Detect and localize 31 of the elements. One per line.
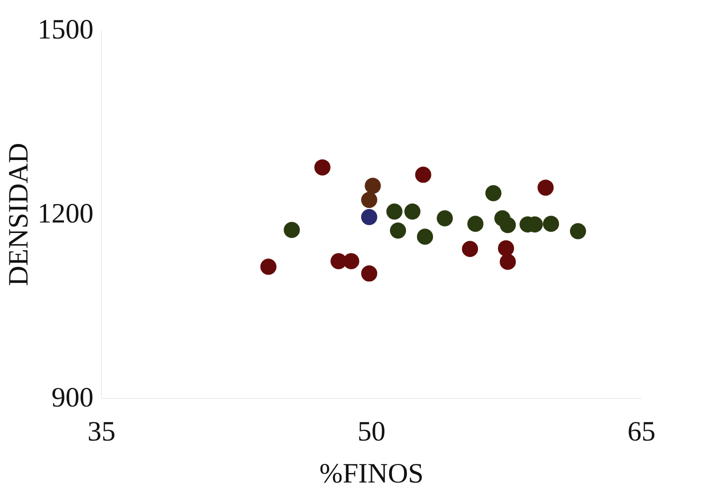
y-axis-title: DENSIDAD [4,142,34,286]
point [498,240,514,256]
point [361,265,378,282]
point [364,178,381,194]
point [485,185,502,202]
point [436,210,453,226]
point [500,216,516,234]
point [284,222,300,238]
point [500,254,516,270]
point [538,180,554,196]
point [415,166,432,183]
point [361,192,378,208]
point [386,204,402,220]
point [361,209,378,226]
x-tick-label: 50 [358,416,386,448]
y-tick-label: 1500 [38,14,94,46]
point [314,159,330,176]
x-axis-title: %FINOS [319,458,424,490]
point [343,253,360,270]
point [404,204,420,220]
x-tick-label: 35 [88,416,116,448]
point [467,216,484,232]
y-tick-label: 900 [52,382,94,414]
point [570,223,586,240]
point [390,222,406,239]
point [462,240,478,258]
point [260,258,276,275]
y-tick-label: 1200 [38,198,94,230]
point [542,216,560,232]
x-tick-label: 65 [628,416,656,448]
point [416,228,434,245]
